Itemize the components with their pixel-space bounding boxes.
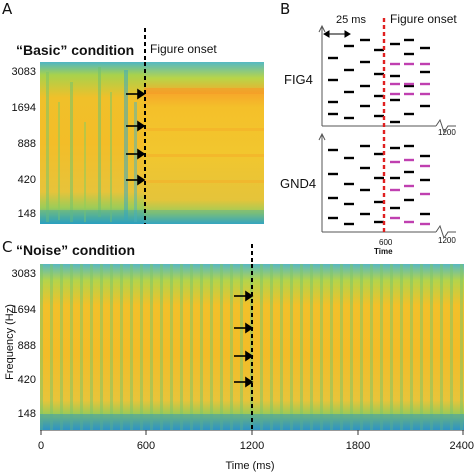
panel-b-tick-1200-bottom: 1200 bbox=[438, 236, 456, 245]
panel-c-xtick: 2400 bbox=[449, 440, 474, 452]
arrow-left-icon bbox=[323, 30, 330, 38]
panel-c-ytick: 888 bbox=[17, 340, 36, 352]
gnd4-axes bbox=[318, 132, 456, 238]
panel-a-title: “Basic” condition bbox=[16, 42, 135, 58]
panel-a-ytick: 1694 bbox=[11, 102, 36, 114]
panel-c-letter: C bbox=[2, 238, 13, 256]
panel-c-xtick: 0 bbox=[37, 440, 45, 452]
gnd4-chords-black bbox=[328, 144, 430, 226]
panel-c-ytick: 420 bbox=[17, 374, 36, 386]
panel-c-ytick: 148 bbox=[17, 408, 36, 420]
panel-b-tick-600: 600 bbox=[379, 238, 393, 247]
arrow-icon bbox=[245, 322, 254, 334]
panel-b-onset-label: Figure onset bbox=[390, 12, 457, 26]
duration-arrow bbox=[323, 30, 351, 38]
panel-a-ytick: 3083 bbox=[11, 66, 36, 78]
panel-a-letter: A bbox=[2, 0, 13, 18]
panel-a-onset-top bbox=[144, 28, 146, 64]
axis-break-icon bbox=[435, 224, 456, 238]
panel-c-xtick: 1200 bbox=[239, 440, 265, 452]
panel-c-ylabel: Frequency (Hz) bbox=[4, 304, 16, 380]
panel-b-fig4-label: FIG4 bbox=[284, 72, 313, 87]
panel-a-ytick: 420 bbox=[17, 174, 36, 186]
fig4-axes bbox=[318, 24, 456, 134]
panel-a-spec-streaks bbox=[46, 67, 137, 222]
panel-c-ytick: 3083 bbox=[11, 268, 36, 280]
panel-b-duration-label: 25 ms bbox=[336, 14, 366, 26]
axis-break-icon bbox=[435, 118, 456, 134]
fig4-chords-black bbox=[328, 38, 430, 124]
arrow-icon bbox=[137, 174, 146, 186]
panel-c-xlabel: Time (ms) bbox=[225, 460, 275, 472]
arrow-icon bbox=[245, 350, 254, 362]
panel-b-gnd4-label: GND4 bbox=[280, 176, 317, 191]
panel-c-onset-top bbox=[251, 244, 253, 266]
panel-b-letter: B bbox=[280, 0, 291, 18]
panel-a-ytick: 148 bbox=[17, 208, 36, 220]
panel-c-xaxis bbox=[40, 430, 464, 435]
arrow-icon bbox=[137, 120, 146, 132]
arrow-icon bbox=[245, 376, 254, 388]
panel-c-arrows bbox=[234, 290, 254, 388]
panel-c-xtick: 600 bbox=[136, 440, 156, 452]
arrow-right-icon bbox=[344, 30, 351, 38]
gnd4-chords-magenta bbox=[390, 158, 430, 226]
panel-a-ytick: 888 bbox=[17, 138, 36, 150]
panel-b-time-label: Time bbox=[374, 247, 393, 256]
panel-c-xtick: 1800 bbox=[345, 440, 371, 452]
panel-c-spec-stripes bbox=[40, 264, 464, 430]
arrow-icon bbox=[137, 148, 146, 160]
panel-c-spectrogram bbox=[40, 264, 464, 430]
panel-c-ytick: 1694 bbox=[11, 304, 36, 316]
panel-a-spec-post bbox=[144, 62, 264, 224]
panel-a-arrows bbox=[126, 88, 146, 186]
fig4-chords-magenta bbox=[390, 62, 430, 96]
arrow-icon bbox=[245, 290, 254, 302]
panel-b-stimulus-diagram bbox=[318, 18, 456, 238]
panel-b-tick-1200-top: 1200 bbox=[438, 128, 456, 137]
panel-a-onset-label: Figure onset bbox=[150, 42, 217, 56]
panel-a-spectrogram bbox=[40, 62, 264, 224]
panel-a-spec-bands bbox=[40, 88, 264, 224]
panel-c-title: “Noise” condition bbox=[16, 242, 135, 258]
arrow-icon bbox=[137, 88, 146, 100]
